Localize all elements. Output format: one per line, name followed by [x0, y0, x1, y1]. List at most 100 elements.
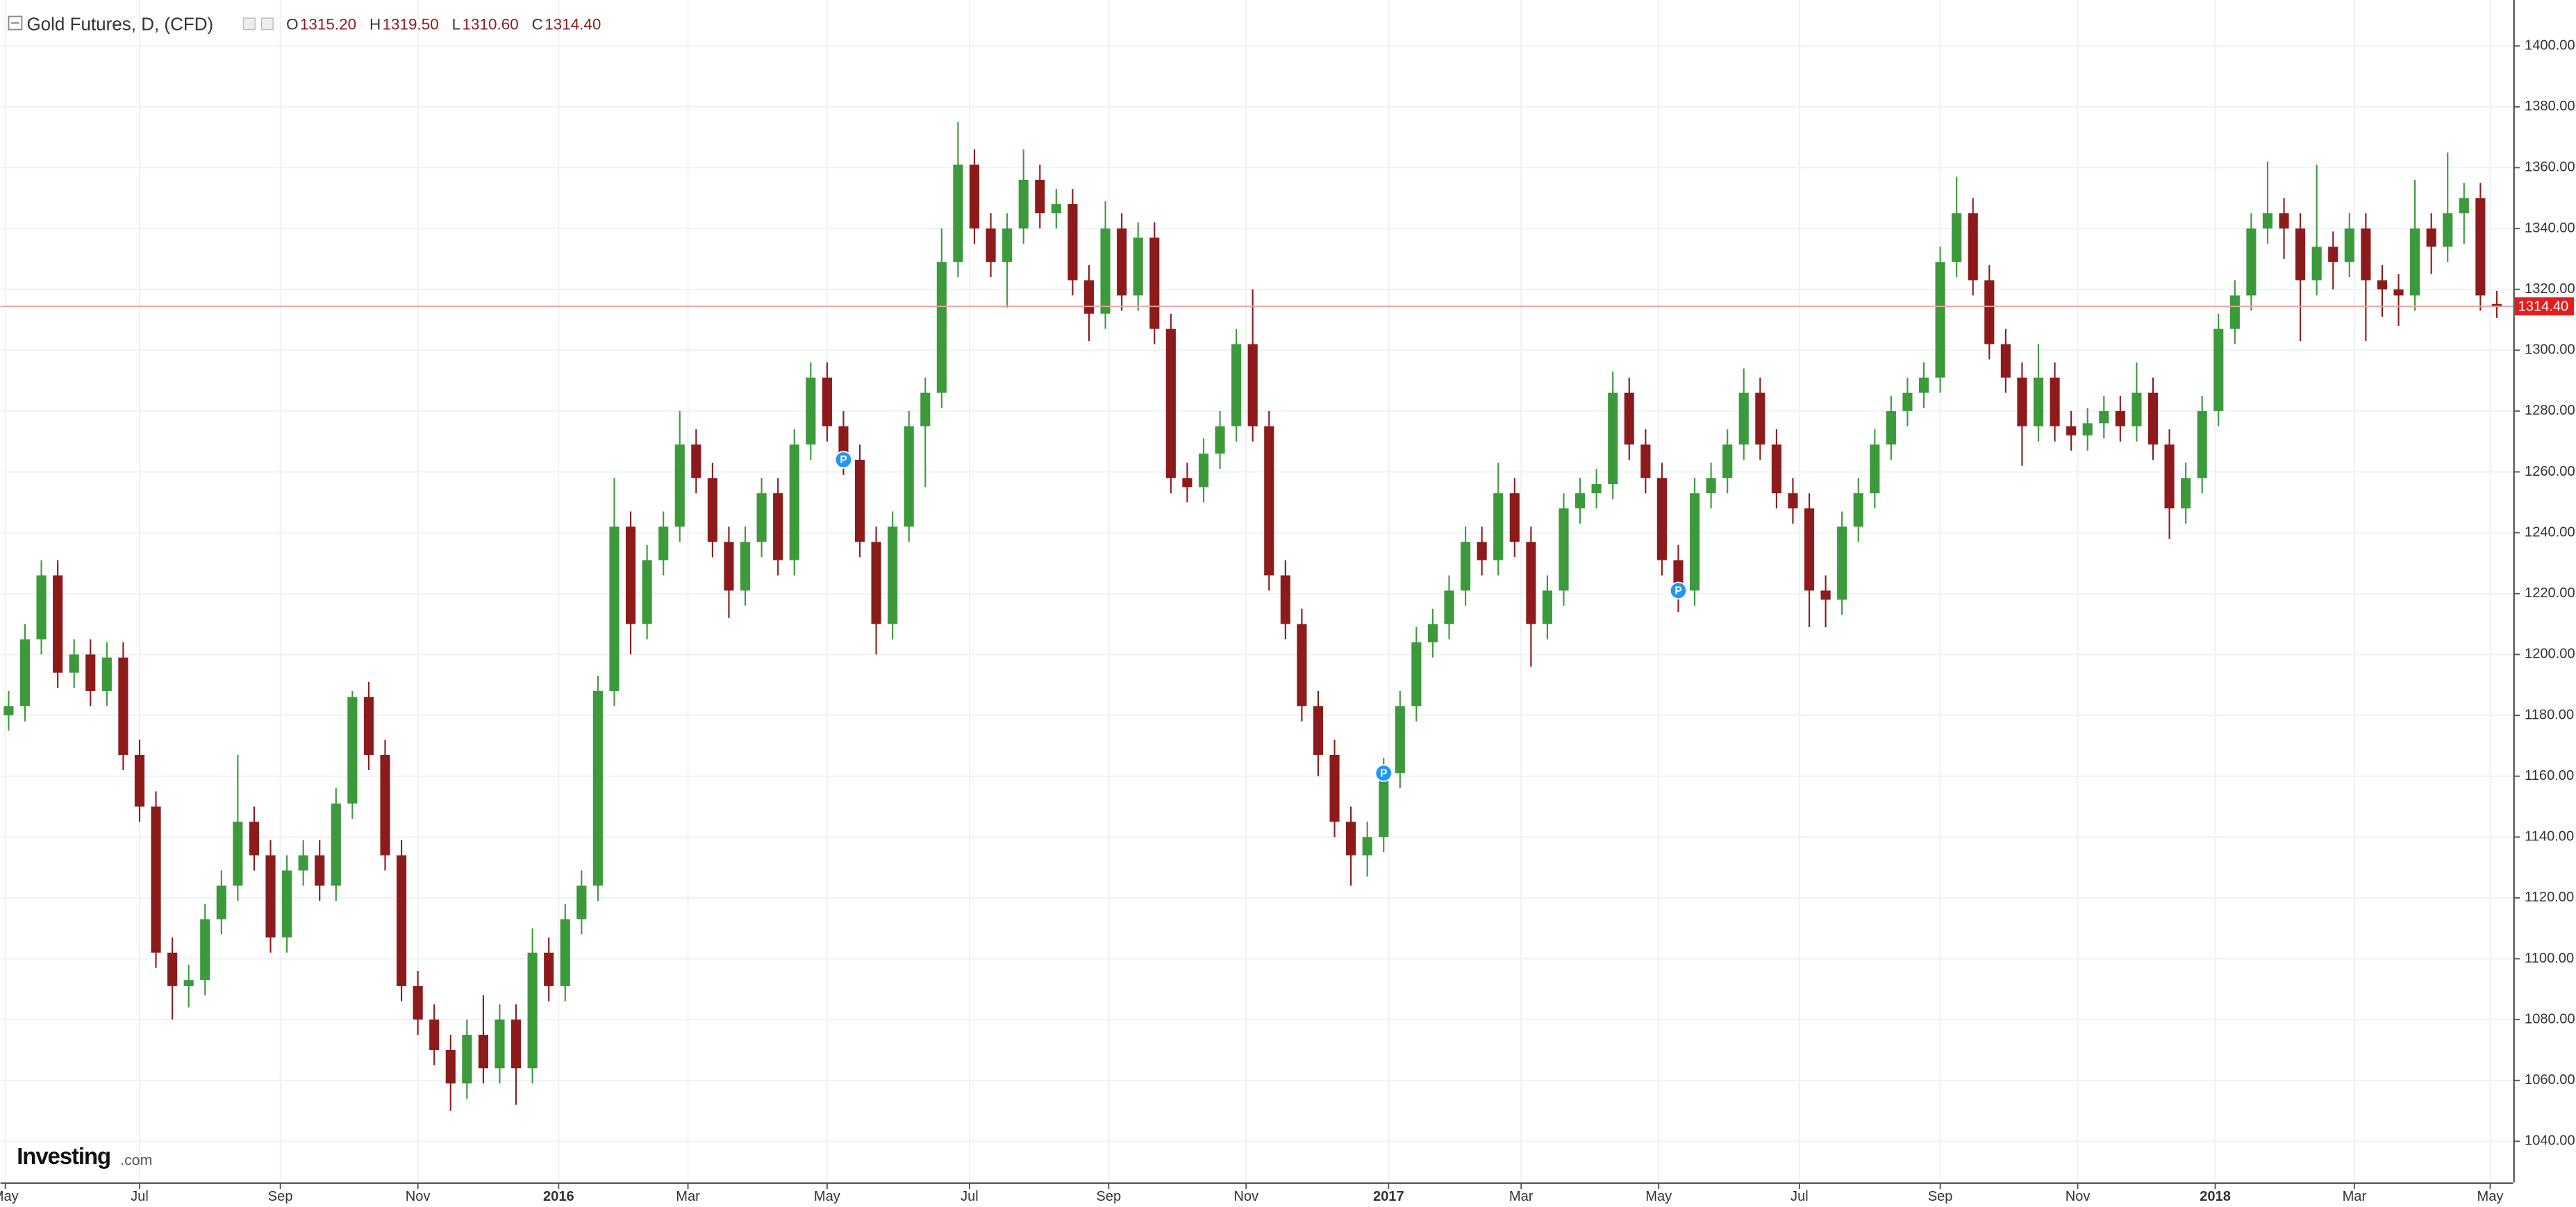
candle-body [560, 919, 570, 986]
candle-body [167, 952, 178, 986]
candle-body [1035, 179, 1045, 214]
legend-value: 1310.60 [463, 16, 519, 33]
candle-body [2229, 295, 2240, 329]
candle-body [1461, 542, 1471, 591]
candle-body [724, 542, 734, 591]
candle-body [592, 690, 603, 886]
candle-body [789, 444, 799, 560]
settings-icon[interactable] [242, 17, 256, 31]
candle-body [707, 478, 717, 542]
candle-body [2197, 410, 2207, 478]
x-tick-label: Mar [676, 1189, 700, 1204]
last-price-label: 1314.40 [2518, 299, 2569, 315]
candle-body [429, 1019, 440, 1050]
candle-body [1133, 238, 1143, 296]
candle-body [576, 885, 587, 919]
candle-body [445, 1049, 456, 1084]
candle-body [822, 377, 832, 426]
candle-body [1427, 624, 1438, 642]
candle-body [2099, 410, 2109, 424]
y-tick-label: 1100.00 [2525, 951, 2574, 966]
candle-body [2066, 426, 2077, 435]
candle-body [2443, 213, 2453, 247]
x-tick-label: May [814, 1189, 840, 1204]
event-label: P [1380, 768, 1387, 780]
candle-body [397, 855, 407, 986]
candles: P P P [0, 122, 2513, 1111]
candle-body [642, 560, 652, 624]
x-tick-label: Jul [1790, 1189, 1809, 1204]
brand-suffix: .com [120, 1151, 152, 1168]
x-tick-label: Nov [1233, 1189, 1258, 1204]
candle-body [936, 262, 947, 393]
candle-body [1002, 228, 1013, 263]
legend-value: 1314.40 [545, 16, 601, 33]
hide-icon[interactable] [260, 17, 274, 31]
candle-body [1771, 444, 1781, 494]
candle-body [1231, 344, 1242, 426]
y-tick-label: 1300.00 [2525, 342, 2575, 358]
y-tick-label: 1120.00 [2525, 890, 2574, 905]
candle-body [1918, 377, 1929, 393]
x-tick-label: Mar [1509, 1189, 1534, 1204]
candle-body [691, 444, 701, 478]
candle-body [2246, 228, 2257, 296]
y-tick-label: 1260.00 [2525, 464, 2575, 479]
candle-body [1804, 508, 1815, 591]
candle-body [183, 980, 194, 986]
y-tick-label: 1140.00 [2525, 829, 2574, 844]
candle-body [1362, 837, 1372, 856]
x-tick-label: 2017 [1373, 1189, 1404, 1204]
candle-body [1706, 478, 1716, 494]
candle-body [1051, 203, 1061, 214]
candle-body [36, 575, 47, 640]
candle-body [1608, 392, 1618, 485]
ohlc-legend: O 1315.20 H 1319.50 L 1310.60 C 1314.40 [286, 16, 601, 33]
x-tick-label: May [1645, 1189, 1672, 1204]
candle-body [380, 754, 390, 856]
candle-body [200, 919, 210, 981]
candle-body [2033, 377, 2044, 426]
candle-body [1297, 624, 1307, 706]
candle-body [1820, 590, 1831, 600]
candle-body [1886, 410, 1896, 445]
candle-body [282, 870, 292, 938]
candle-body [2213, 328, 2224, 411]
candle-body [527, 952, 538, 1069]
candle-body [969, 165, 980, 229]
candle-body [2082, 423, 2093, 435]
event-label: P [1675, 585, 1681, 597]
y-tick-label: 1080.00 [2525, 1011, 2575, 1026]
candle-body [2426, 228, 2436, 247]
event-marker[interactable] [834, 451, 853, 469]
y-tick-label: 1280.00 [2525, 403, 2575, 418]
collapse-icon[interactable] [8, 15, 23, 31]
candle-body [151, 806, 161, 953]
candle-body [2164, 444, 2175, 509]
symbol-title: Gold Futures, D, (CFD) [26, 14, 213, 35]
candle-body [1247, 344, 1258, 426]
candle-body [85, 654, 96, 691]
y-tick-label: 1200.00 [2525, 647, 2575, 662]
candle-body [1788, 493, 1798, 509]
y-tick-label: 1060.00 [2525, 1072, 2575, 1088]
event-marker[interactable] [1374, 764, 1393, 783]
event-marker[interactable] [1669, 581, 1688, 600]
candle-body [2115, 410, 2125, 426]
candle-body [544, 952, 554, 986]
x-tick-label: 2016 [543, 1189, 574, 1204]
candle-body [134, 754, 145, 807]
candle-body [216, 885, 226, 919]
candle-body [3, 706, 14, 716]
candle-body [1870, 444, 1880, 494]
y-tick-label: 1380.00 [2525, 99, 2575, 114]
candle-body [495, 1019, 505, 1069]
x-tick-label: May [2477, 1189, 2504, 1204]
candle-body [740, 542, 751, 591]
candle-body [986, 228, 996, 263]
legend-key: H [369, 16, 381, 33]
candle-body [2132, 392, 2142, 426]
last-price-tag [2514, 297, 2575, 316]
candle-body [69, 654, 79, 673]
